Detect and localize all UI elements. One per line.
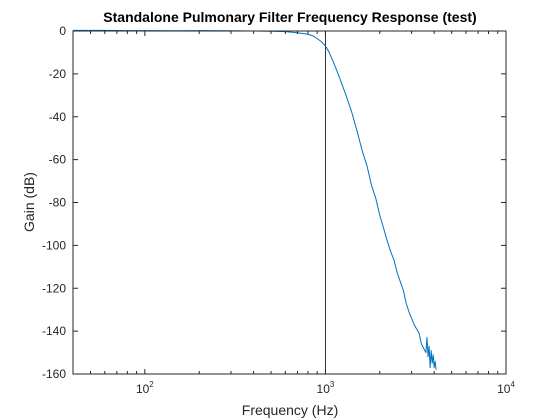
chart-title: Standalone Pulmonary Filter Frequency Re… xyxy=(103,9,476,25)
y-axis-ticks: 0 -20 -40 -60 -80 -100 -120 -140 -160 xyxy=(42,24,506,381)
y-axis-label: Gain (dB) xyxy=(21,172,37,232)
y-tick-label: -140 xyxy=(42,324,66,338)
y-tick-label: -40 xyxy=(49,110,67,124)
series-line xyxy=(73,29,437,370)
x-tick-label: 104 xyxy=(497,380,515,396)
x-tick-label: 103 xyxy=(317,380,335,396)
y-tick-label: -100 xyxy=(42,238,66,252)
x-axis-ticks: 102 103 104 xyxy=(72,31,515,396)
y-tick-label: 0 xyxy=(59,24,66,38)
x-tick-label: 102 xyxy=(136,380,154,396)
x-axis-label: Frequency (Hz) xyxy=(242,402,338,418)
y-tick-label: -60 xyxy=(49,153,67,167)
y-tick-label: -80 xyxy=(49,196,67,210)
y-tick-label: -120 xyxy=(42,281,66,295)
y-tick-label: -160 xyxy=(42,367,66,381)
y-tick-label: -20 xyxy=(49,67,67,81)
plot-area xyxy=(73,31,506,374)
series-layer xyxy=(73,29,437,370)
